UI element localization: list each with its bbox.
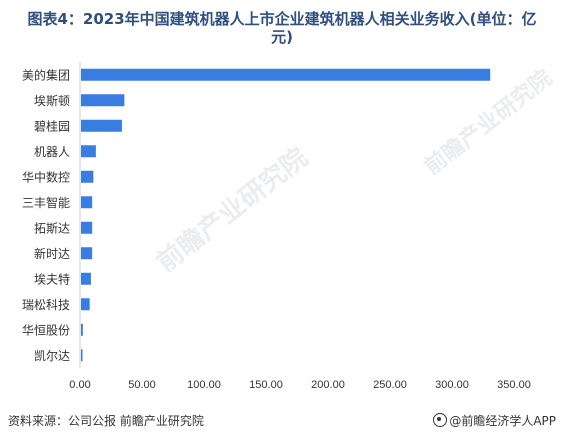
bar (81, 247, 93, 260)
x-tick-label: 150.00 (249, 379, 283, 391)
bar (81, 272, 91, 285)
x-tick-label: 100.00 (187, 379, 221, 391)
bar (81, 196, 93, 209)
x-tick-label: 0.00 (69, 379, 90, 391)
category-label: 美的集团 (22, 67, 70, 82)
x-tick-label: 50.00 (128, 379, 156, 391)
category-label: 华恒股份 (22, 323, 70, 337)
bar (81, 119, 122, 132)
x-tick-label: 250.00 (373, 379, 407, 391)
x-tick-label: 300.00 (435, 379, 469, 391)
category-label: 机器人 (34, 145, 70, 159)
bar (81, 145, 96, 158)
brand-credit: @前瞻经济学人APP (433, 412, 556, 429)
x-tick-label: 350.00 (497, 379, 531, 391)
category-label: 拓斯达 (34, 221, 70, 235)
category-label: 瑞松科技 (22, 298, 70, 312)
brand-logo-icon (433, 413, 448, 427)
chart-title: 图表4：2023年中国建筑机器人上市企业建筑机器人相关业务收入(单位：亿元) (27, 10, 537, 46)
bar (81, 221, 93, 234)
category-label: 华中数控 (22, 169, 70, 184)
bar (81, 68, 491, 81)
category-label: 凯尔达 (34, 348, 70, 363)
source-note: 资料来源：公司公报 前瞻产业研究院 (8, 414, 204, 428)
bar (81, 323, 83, 336)
category-label: 碧桂园 (34, 118, 70, 133)
category-label: 新时达 (34, 246, 70, 261)
category-label: 埃夫特 (34, 271, 70, 286)
bar (81, 170, 94, 183)
brand-credit-text: @前瞻经济学人APP (449, 414, 556, 428)
category-label: 三丰智能 (22, 195, 70, 210)
bar (81, 94, 125, 107)
bar (81, 349, 83, 362)
category-label: 埃斯顿 (34, 94, 70, 108)
bar (81, 298, 90, 311)
x-tick-label: 200.00 (311, 379, 345, 391)
